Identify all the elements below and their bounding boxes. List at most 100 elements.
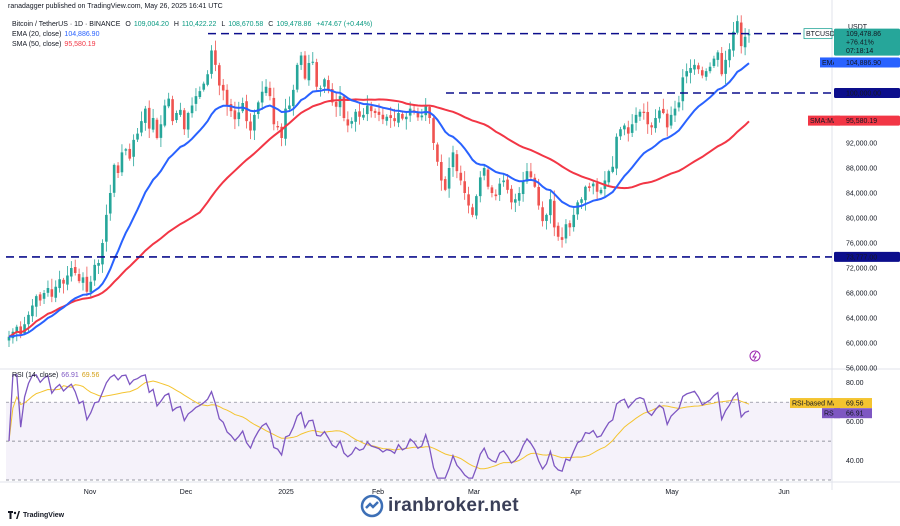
- btc-price-tag-text-2: 07:18:14: [846, 48, 873, 55]
- candle-body: [299, 55, 303, 65]
- candle-body: [568, 223, 572, 228]
- candle-body: [650, 125, 653, 128]
- candle-body: [743, 36, 747, 48]
- candle-body: [482, 168, 486, 176]
- candle-body: [66, 275, 69, 285]
- candle-body: [525, 171, 529, 182]
- candle-body: [638, 111, 642, 117]
- candle-body: [455, 154, 459, 172]
- candle-body: [132, 139, 135, 157]
- candle-body: [447, 168, 451, 189]
- rsi-legend[interactable]: RSI (14, close) 66.91 69.56: [12, 372, 102, 379]
- candle-body: [654, 118, 657, 129]
- sma-legend[interactable]: SMA (50, close) 95,580.19: [12, 41, 99, 48]
- candle-body: [556, 225, 560, 237]
- level-100k-tag-bg: [834, 88, 900, 98]
- tradingview-icon: [8, 511, 20, 519]
- candle-body: [233, 110, 237, 120]
- candles: [7, 15, 751, 348]
- candle-body: [716, 52, 720, 60]
- ohlc-legend: Bitcoin / TetherUS · 1D · BINANCE O 109,0…: [12, 21, 375, 28]
- close-value: 109,478.86: [276, 21, 312, 28]
- candle-body: [330, 89, 334, 103]
- candle-body: [642, 111, 646, 113]
- candle-body: [514, 199, 517, 203]
- candle-body: [700, 70, 704, 76]
- candle-body: [151, 118, 155, 130]
- candle-body: [221, 84, 225, 91]
- high-value: 110,422.22: [181, 21, 217, 28]
- watermark-brand: iranbroker.net: [360, 494, 519, 518]
- ema-price-tag-bg: [834, 57, 900, 68]
- candle-body: [736, 21, 739, 33]
- candle-body: [206, 74, 209, 85]
- watermark-text: iranbroker.net: [388, 495, 519, 516]
- candle-body: [23, 324, 26, 334]
- candle-body: [288, 105, 291, 110]
- candle-body: [704, 71, 708, 77]
- candle-body: [155, 119, 159, 138]
- btc-price-tag-text-1: +76.41%: [846, 40, 874, 47]
- price-tick-label-0: 92,000.00: [846, 141, 877, 148]
- candle-body: [552, 200, 556, 228]
- tradingview-logo[interactable]: TradingView: [8, 511, 64, 519]
- candle-body: [381, 114, 385, 120]
- candle-body: [315, 62, 318, 87]
- candle-body: [630, 124, 634, 133]
- candle-body: [256, 102, 260, 115]
- candle-body: [595, 183, 599, 192]
- candle-body: [420, 115, 424, 118]
- candle-body: [599, 189, 603, 194]
- publisher-note: ranadagger published on TradingView.com,…: [8, 3, 223, 10]
- ema-name-tag: [820, 57, 840, 68]
- candle-body: [358, 111, 361, 117]
- candle-body: [338, 96, 342, 108]
- candle-body: [292, 89, 295, 107]
- candle-body: [416, 111, 420, 118]
- rsi-tick-label-1: 60.00: [846, 419, 864, 426]
- candle-body: [108, 193, 112, 214]
- ema-price-tag: 104,886.90: [834, 57, 900, 68]
- candle-body: [38, 294, 42, 301]
- rsi-ma-value-label: 69.56: [846, 401, 864, 408]
- candle-body: [665, 113, 669, 128]
- btc-name-tag: [803, 28, 833, 40]
- candle-body: [101, 243, 104, 265]
- candle-body: [112, 164, 116, 193]
- candle-body: [580, 199, 583, 203]
- candle-body: [475, 196, 478, 216]
- level-73k-tag: 73,777.00: [834, 251, 900, 262]
- candle-body: [623, 125, 626, 130]
- price-tick-label-5: 72,000.00: [846, 266, 877, 273]
- candle-body: [167, 98, 170, 107]
- candle-body: [54, 286, 58, 298]
- candle-body: [712, 58, 716, 67]
- candle-body: [34, 296, 38, 307]
- candle-body: [202, 83, 206, 90]
- sma-50-line: [8, 98, 750, 338]
- candle-body: [15, 326, 19, 332]
- candle-body: [210, 50, 213, 74]
- candle-body: [471, 207, 474, 215]
- candle-body: [58, 279, 61, 289]
- candle-body: [728, 49, 731, 61]
- lightning-icon: [749, 350, 761, 362]
- sma-legend-value: 95,580.19: [64, 41, 96, 48]
- candle-body: [685, 71, 688, 77]
- btc-price-tag-text-0: 109,478.86: [846, 31, 881, 38]
- rsi-name-tag: [822, 408, 840, 419]
- candle-body: [237, 112, 241, 120]
- price-axis-currency: USDT: [848, 24, 868, 31]
- candle-body: [327, 80, 330, 90]
- candle-body: [214, 50, 217, 65]
- candle-body: [93, 264, 96, 281]
- candle-body: [116, 165, 120, 173]
- candle-body: [362, 114, 365, 118]
- candle-body: [662, 108, 665, 113]
- symbol-label[interactable]: Bitcoin / TetherUS · 1D · BINANCE: [12, 21, 121, 28]
- candle-body: [389, 115, 392, 118]
- ema-legend[interactable]: EMA (20, close) 104,886.90: [12, 31, 102, 38]
- candle-body: [175, 113, 178, 121]
- rsi-band: [6, 402, 832, 480]
- candle-body: [537, 186, 540, 206]
